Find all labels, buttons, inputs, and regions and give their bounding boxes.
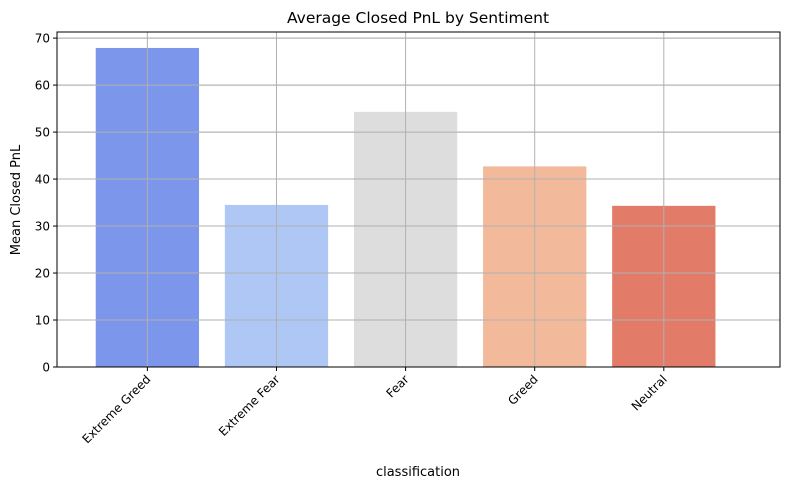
y-tick-label: 40 [35, 173, 50, 187]
y-tick-label: 50 [35, 126, 50, 140]
y-tick-label: 20 [35, 267, 50, 281]
chart-title: Average Closed PnL by Sentiment [287, 9, 549, 27]
y-tick-label: 10 [35, 314, 50, 328]
x-axis-label: classification [376, 465, 460, 480]
y-tick-label: 70 [35, 32, 50, 46]
plot-frame [56, 31, 781, 368]
y-tick-label: 0 [42, 361, 50, 375]
y-tick-label: 60 [35, 79, 50, 93]
y-axis-label: Mean Closed PnL [9, 144, 24, 255]
y-tick-label: 30 [35, 220, 50, 234]
